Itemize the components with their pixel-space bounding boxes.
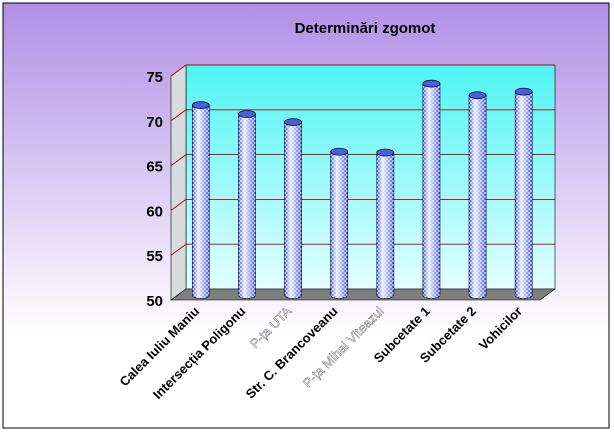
gridline-side — [170, 243, 187, 256]
y-tick-label: 55 — [146, 248, 163, 265]
y-axis-tick-labels: 50 55 60 65 70 75 — [146, 69, 163, 310]
bar — [238, 110, 256, 299]
y-tick-label: 60 — [146, 203, 163, 220]
bar — [330, 147, 349, 299]
plot-side-wall — [170, 64, 187, 301]
bar — [468, 91, 487, 299]
bar — [514, 87, 533, 299]
chart-title: Determinări zgomot — [295, 20, 436, 37]
y-tick-label: 50 — [146, 293, 163, 310]
bar — [284, 118, 302, 299]
y-tick-label: 65 — [146, 159, 163, 176]
plot-floor — [170, 288, 556, 301]
gridline-side — [170, 199, 187, 211]
bar — [422, 79, 441, 299]
y-tick-label: 75 — [146, 69, 163, 86]
bar — [191, 101, 210, 299]
gridline-side — [170, 64, 187, 77]
y-tick-label: 70 — [146, 114, 163, 131]
bars — [191, 79, 533, 299]
gridline-side — [170, 154, 187, 166]
bar — [376, 148, 395, 299]
gridline-side — [170, 109, 187, 122]
